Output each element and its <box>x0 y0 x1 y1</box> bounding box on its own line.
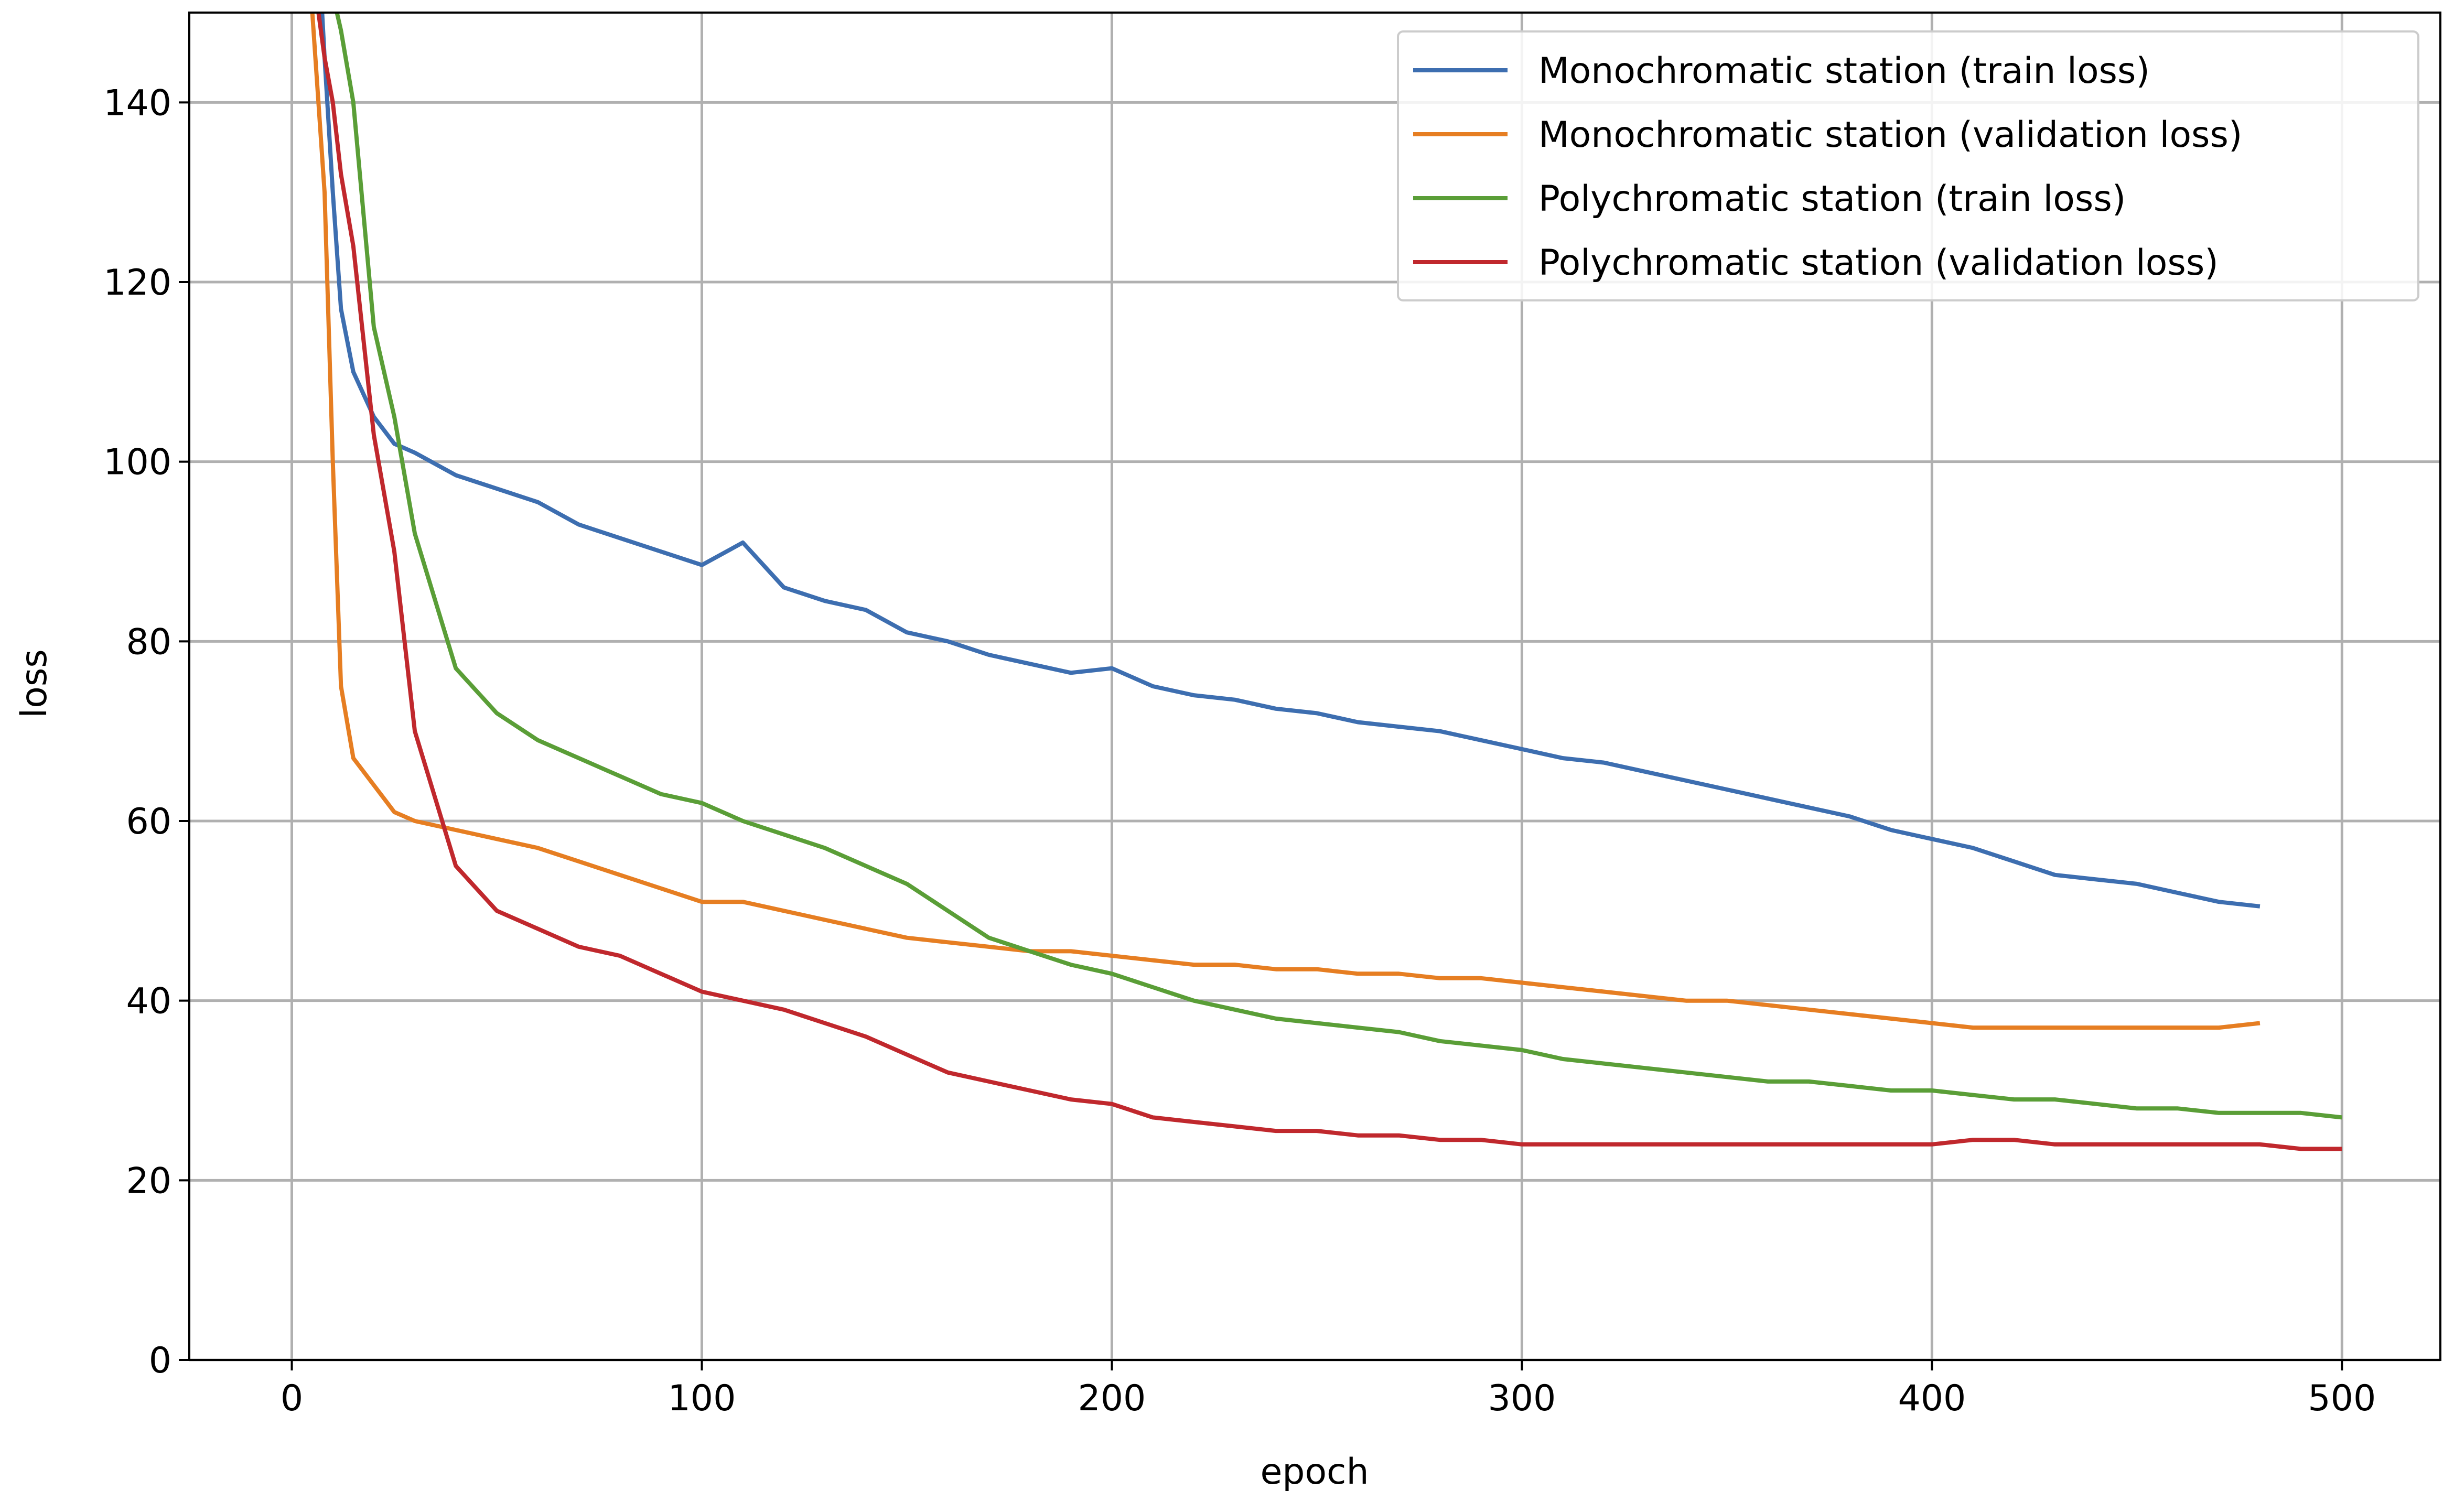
x-tick-label: 500 <box>2308 1378 2376 1419</box>
series-line <box>316 13 2342 1151</box>
y-tick-label: 0 <box>149 1340 171 1381</box>
y-tick-label: 120 <box>103 262 171 304</box>
x-axis-label: epoch <box>1260 1451 1369 1493</box>
ticks: 0 100 200 300 400 500 0 20 40 60 80 100 120 140 <box>103 82 2376 1419</box>
y-tick-label: 80 <box>126 621 171 663</box>
y-tick-label: 100 <box>103 442 171 483</box>
plot-frame <box>188 12 2441 1361</box>
legend-box <box>1397 30 2419 301</box>
legend-label: Monochromatic station (validation loss) <box>1538 114 2242 156</box>
y-tick-label: 40 <box>126 981 171 1022</box>
y-axis-label: loss <box>14 649 55 718</box>
x-tick-label: 300 <box>1488 1378 1556 1419</box>
series-line <box>310 13 2261 1030</box>
legend-label: Polychromatic station (validation loss) <box>1538 242 2219 284</box>
y-tick-label: 140 <box>103 82 171 124</box>
legend-label: Monochromatic station (train loss) <box>1538 50 2150 92</box>
series-line <box>335 13 2342 1120</box>
legend-label: Polychromatic station (train loss) <box>1538 178 2126 220</box>
y-tick-label: 60 <box>126 801 171 843</box>
plot-area <box>310 13 2342 1151</box>
legend: Monochromatic station (train loss) Monoch… <box>1397 30 2419 301</box>
series-line <box>320 13 2261 909</box>
x-tick-label: 400 <box>1898 1378 1966 1419</box>
y-tick-label: 20 <box>126 1160 171 1202</box>
x-tick-label: 200 <box>1078 1378 1146 1419</box>
x-tick-label: 100 <box>668 1378 736 1419</box>
x-tick-label: 0 <box>281 1378 303 1419</box>
